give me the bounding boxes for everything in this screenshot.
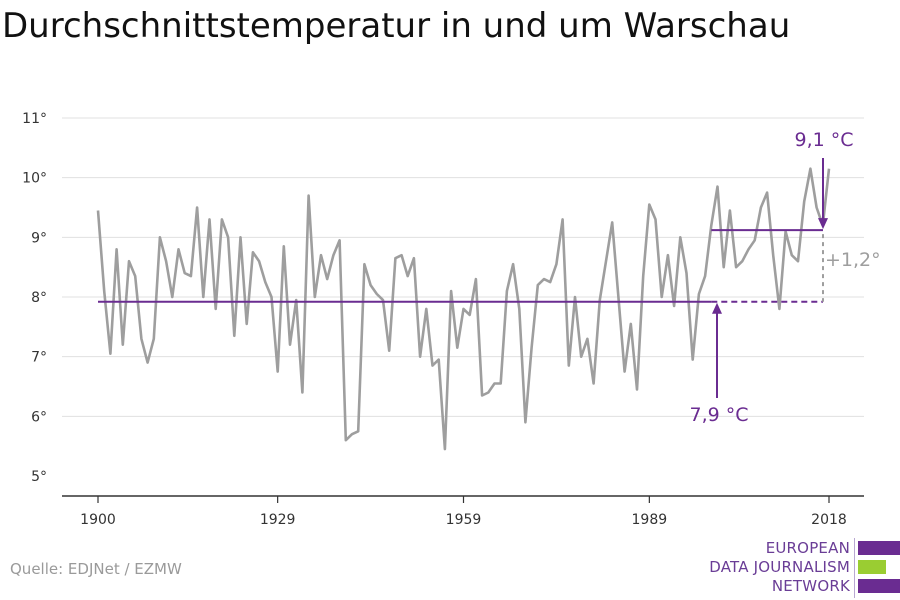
annotations: +1,2° 9,1 °C 7,9 °C [98, 129, 881, 426]
y-tick-label: 8° [31, 290, 47, 306]
x-tick-label: 1929 [260, 512, 296, 528]
baseline-label: 7,9 °C [689, 404, 748, 426]
logo-bar-bottom [858, 579, 900, 593]
y-axis-labels: 5° 6° 7° 8° 9° 10° 11° [22, 111, 47, 485]
logo-line-european: EUROPEAN [765, 539, 850, 557]
logo-bar-top [858, 541, 900, 555]
temperature-series-line [96, 167, 831, 451]
x-tick-label: 2018 [811, 512, 847, 528]
y-tick-label: 6° [31, 409, 47, 425]
x-axis: 1900 1929 1959 1989 2018 [62, 495, 864, 528]
difference-label: +1,2° [825, 249, 881, 271]
y-tick-label: 9° [31, 230, 47, 246]
edjnet-logo: EUROPEAN DATA JOURNALISM NETWORK [700, 538, 900, 598]
series-layer [96, 167, 831, 451]
source-note: Quelle: EDJNet / EZMW [10, 560, 182, 578]
x-tick-label: 1900 [80, 512, 116, 528]
y-tick-label: 5° [31, 469, 47, 485]
baseline-arrowhead [712, 302, 722, 314]
chart-title: Durchschnittstemperatur in und um Warsch… [2, 6, 791, 46]
y-tick-label: 10° [22, 171, 47, 187]
recent-mean-label: 9,1 °C [794, 129, 853, 151]
logo-line-data-journalism: DATA JOURNALISM [709, 558, 850, 576]
y-tick-label: 7° [31, 350, 47, 366]
logo-bar-middle [858, 560, 886, 574]
x-tick-label: 1959 [446, 512, 482, 528]
recent-mean-arrowhead [818, 218, 828, 230]
y-tick-label: 11° [22, 111, 47, 127]
logo-line-network: NETWORK [771, 577, 850, 595]
logo-divider [854, 538, 855, 598]
x-tick-label: 1989 [632, 512, 668, 528]
